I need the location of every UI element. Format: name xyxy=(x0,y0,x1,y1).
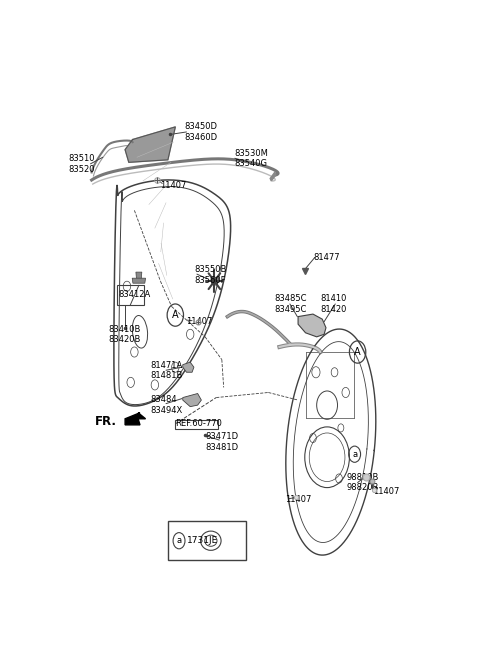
Polygon shape xyxy=(132,278,145,283)
Text: 11407: 11407 xyxy=(160,181,187,190)
Text: 1731JE: 1731JE xyxy=(187,536,218,545)
Text: a: a xyxy=(352,449,357,459)
Text: 81477: 81477 xyxy=(313,253,339,262)
Polygon shape xyxy=(125,413,145,425)
Text: 11407: 11407 xyxy=(285,495,312,504)
Text: 83485C
83495C: 83485C 83495C xyxy=(275,294,307,313)
Polygon shape xyxy=(298,314,326,337)
Text: 83510
83520: 83510 83520 xyxy=(68,154,95,173)
Text: 11407: 11407 xyxy=(373,487,399,495)
Text: A: A xyxy=(354,347,361,357)
Text: REF.60-770: REF.60-770 xyxy=(175,419,222,428)
Text: 83550B
83560F: 83550B 83560F xyxy=(194,265,226,285)
Text: a: a xyxy=(177,536,181,545)
Text: 83410B
83420B: 83410B 83420B xyxy=(108,325,141,344)
Text: 98810B
98820B: 98810B 98820B xyxy=(347,473,379,492)
Text: 83530M
83540G: 83530M 83540G xyxy=(235,148,269,168)
Text: 81410
81420: 81410 81420 xyxy=(321,294,347,313)
Text: 83450D
83460D: 83450D 83460D xyxy=(185,122,218,142)
Text: 11407: 11407 xyxy=(186,317,213,326)
Text: 83471D
83481D: 83471D 83481D xyxy=(205,432,238,452)
Text: 83412A: 83412A xyxy=(119,290,151,300)
Circle shape xyxy=(211,277,217,285)
Polygon shape xyxy=(183,362,194,373)
Polygon shape xyxy=(183,394,202,407)
Text: 83484
83494X: 83484 83494X xyxy=(150,396,182,415)
Polygon shape xyxy=(125,127,175,162)
Text: 81471A
81481B: 81471A 81481B xyxy=(150,361,182,380)
Polygon shape xyxy=(270,172,276,181)
Polygon shape xyxy=(136,272,142,281)
Text: A: A xyxy=(172,310,179,320)
Text: FR.: FR. xyxy=(96,415,117,428)
